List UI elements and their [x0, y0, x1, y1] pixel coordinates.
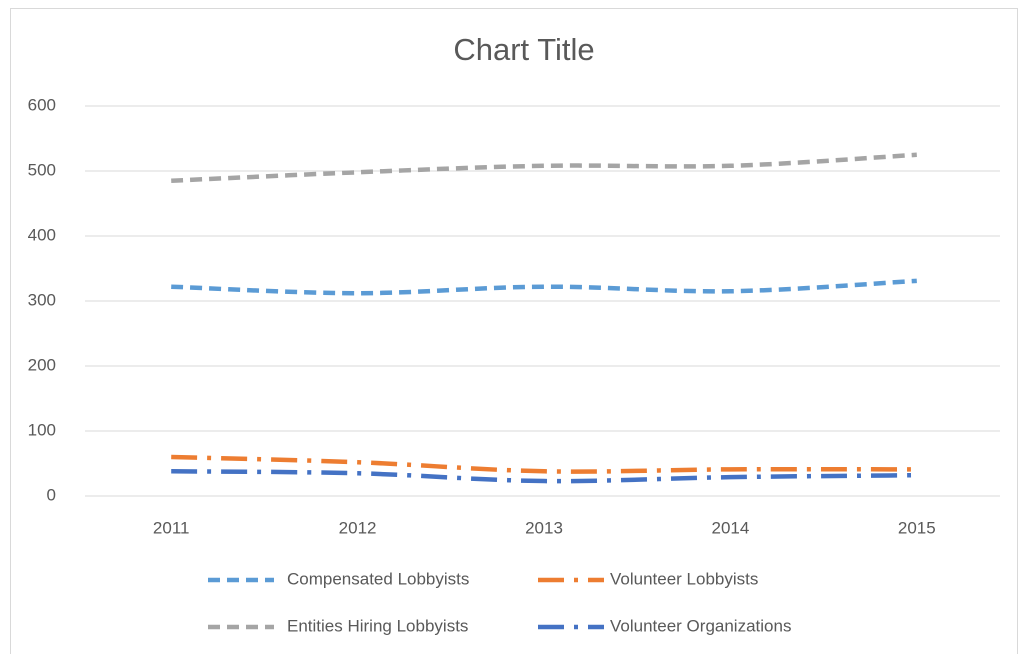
- legend-label: Volunteer Lobbyists: [610, 569, 758, 588]
- legend-label: Volunteer Organizations: [610, 616, 791, 635]
- x-tick-label: 2014: [711, 518, 749, 537]
- series-line: [171, 469, 917, 484]
- y-tick-label: 400: [28, 225, 56, 244]
- chart-border: [10, 8, 1018, 654]
- y-tick-label: 300: [28, 290, 56, 309]
- series-line: [171, 454, 917, 474]
- y-tick-label: 600: [28, 95, 56, 114]
- chart-title: Chart Title: [453, 32, 594, 67]
- legend-label: Entities Hiring Lobbyists: [287, 616, 468, 635]
- series-line: [171, 152, 917, 183]
- y-tick-label: 100: [28, 420, 56, 439]
- legend-label: Compensated Lobbyists: [287, 569, 469, 588]
- y-tick-label: 0: [47, 485, 56, 504]
- x-tick-label: 2012: [339, 518, 377, 537]
- y-tick-label: 500: [28, 160, 56, 179]
- x-tick-label: 2015: [898, 518, 936, 537]
- series-line: [171, 278, 917, 296]
- y-tick-label: 200: [28, 355, 56, 374]
- x-tick-label: 2011: [153, 518, 190, 537]
- x-tick-label: 2013: [525, 518, 563, 537]
